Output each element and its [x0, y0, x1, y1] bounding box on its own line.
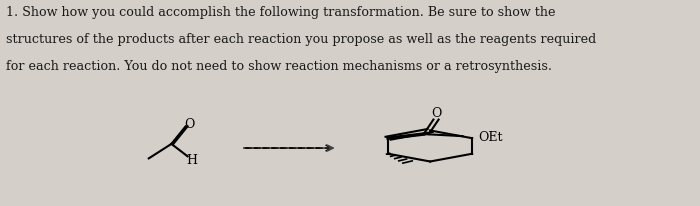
Text: O: O [184, 117, 195, 130]
Text: 1. Show how you could accomplish the following transformation. Be sure to show t: 1. Show how you could accomplish the fol… [6, 6, 556, 19]
Text: OEt: OEt [479, 130, 503, 143]
Text: structures of the products after each reaction you propose as well as the reagen: structures of the products after each re… [6, 33, 596, 46]
Text: O: O [431, 106, 442, 119]
Text: for each reaction. You do not need to show reaction mechanisms or a retrosynthes: for each reaction. You do not need to sh… [6, 60, 552, 73]
Text: H: H [187, 153, 197, 166]
